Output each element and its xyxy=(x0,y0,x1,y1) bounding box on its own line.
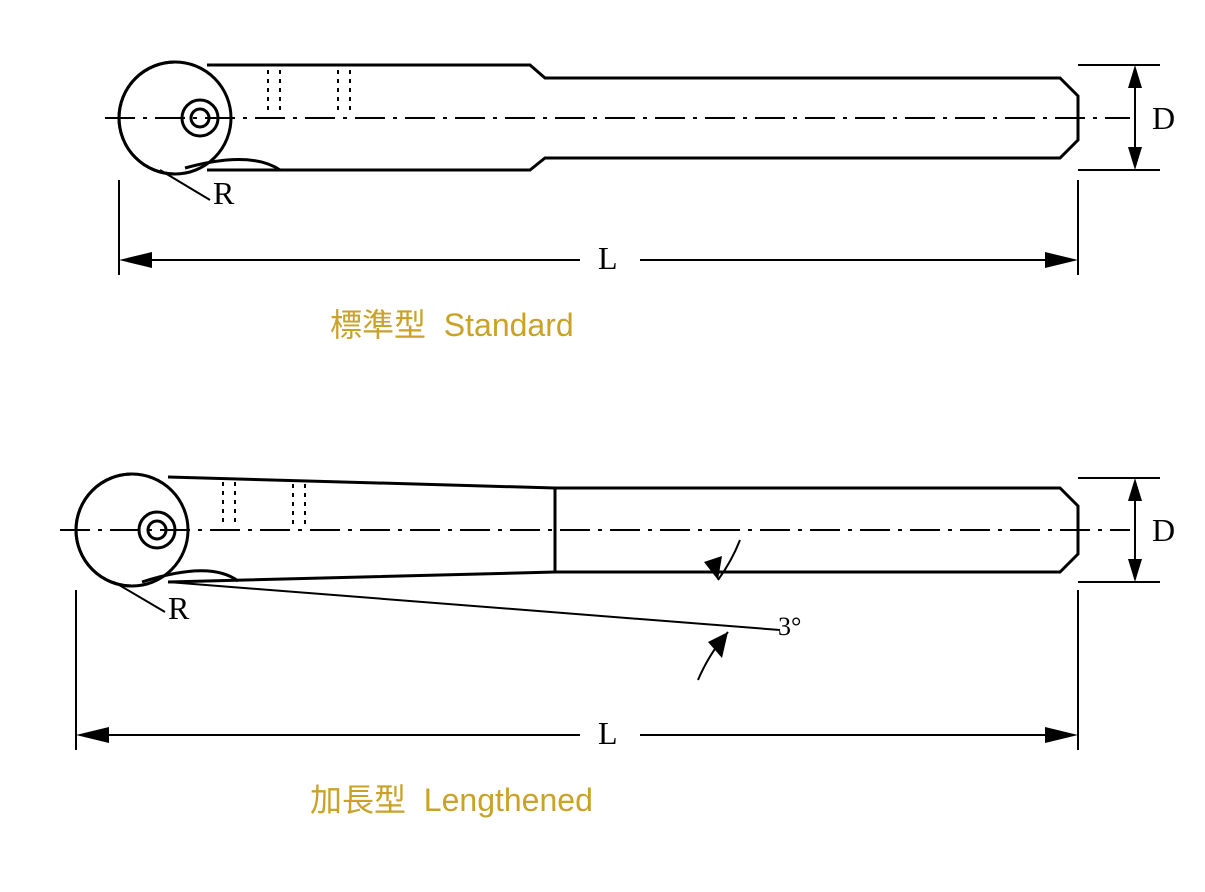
title-cn: 標準型 xyxy=(330,307,426,343)
arrowhead-icon xyxy=(704,556,722,580)
arrowhead-icon xyxy=(119,252,152,268)
arrowhead-icon xyxy=(1128,478,1142,501)
label-angle: 3° xyxy=(778,612,801,642)
label-l: L xyxy=(598,715,618,752)
title-standard: 標準型 Standard xyxy=(330,300,574,346)
label-d: D xyxy=(1152,100,1175,137)
label-r: R xyxy=(213,175,234,212)
technical-drawing-svg xyxy=(0,0,1205,892)
label-l: L xyxy=(598,240,618,277)
angle-ref-line xyxy=(168,582,780,630)
diagram-canvas: R L D 標準型 Standard R L D 3° 加長型 Lengthen… xyxy=(0,0,1205,892)
arrowhead-icon xyxy=(76,727,109,743)
title-cn: 加長型 xyxy=(310,782,406,818)
arrowhead-icon xyxy=(1128,559,1142,582)
title-en: Standard xyxy=(444,307,574,343)
label-r: R xyxy=(168,590,189,627)
arrowhead-icon xyxy=(1045,252,1078,268)
arrowhead-icon xyxy=(1128,147,1142,170)
label-d: D xyxy=(1152,512,1175,549)
lengthened-tool-drawing xyxy=(60,474,1160,750)
title-lengthened: 加長型 Lengthened xyxy=(310,775,593,821)
arrowhead-icon xyxy=(1045,727,1078,743)
title-en: Lengthened xyxy=(424,782,593,818)
arrowhead-icon xyxy=(1128,65,1142,88)
standard-tool-drawing xyxy=(105,62,1160,275)
